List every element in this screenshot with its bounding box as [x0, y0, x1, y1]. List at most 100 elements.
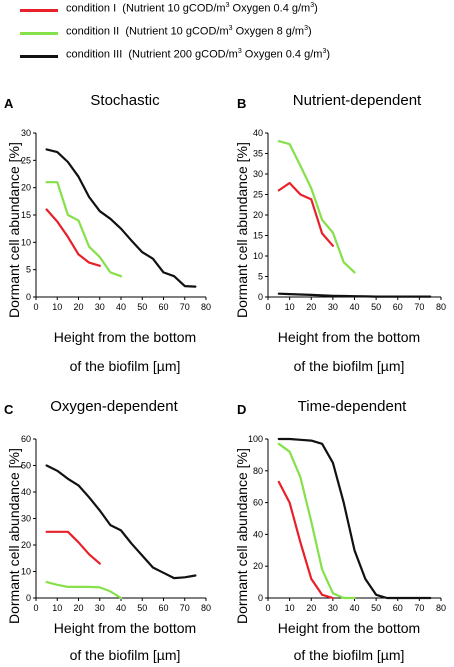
panel-letter: C	[4, 402, 14, 417]
x-tick-label: 60	[393, 603, 403, 613]
x-axis-label-c-line2: of the biofilm [µm]	[69, 647, 181, 663]
legend-detail: (Nutrient 10 gCOD/m	[125, 25, 229, 38]
y-tick-label: 0	[26, 292, 31, 302]
x-tick-label: 50	[137, 603, 147, 613]
x-tick-label: 40	[116, 302, 126, 312]
series-line-condition-ii	[45, 181, 123, 278]
x-tick-label: 30	[328, 302, 338, 312]
y-tick-label: 80	[253, 466, 263, 476]
y-tick-label: 5	[258, 272, 263, 282]
series-line-condition-ii	[277, 442, 356, 600]
x-tick-label: 40	[349, 302, 359, 312]
legend-detail: )	[326, 48, 331, 61]
x-tick-label: 50	[371, 603, 381, 613]
series-line-condition-iii	[277, 292, 432, 298]
legend-detail: Oxygen 0.4 g/m	[241, 48, 323, 61]
x-tick-label: 20	[306, 302, 316, 312]
x-tick-label: 80	[436, 302, 446, 312]
y-tick-label: 5	[26, 265, 31, 275]
x-tick-label: 40	[349, 603, 359, 613]
chart-svg: 0 5 10 15 20 25 30 0 10 20 30 40 50 60 70 80	[21, 128, 211, 312]
panel-title: Nutrient-dependent	[292, 92, 422, 109]
y-tick-label: 25	[21, 155, 31, 165]
panel-letter: B	[237, 96, 247, 111]
x-tick-label: 70	[414, 302, 424, 312]
legend-item-condition-2: condition II (Nutrient 10 gCOD/m3 Oxygen…	[20, 24, 450, 42]
legend-detail: Oxygen 0.4 g/m	[229, 2, 311, 15]
y-tick-label: 10	[21, 567, 31, 577]
legend-swatch-condition-1	[20, 9, 58, 12]
panel-title: Oxygen-dependent	[50, 398, 178, 415]
legend-detail: (Nutrient 200 gCOD/m	[128, 48, 238, 61]
x-tick-label: 80	[201, 302, 211, 312]
legend-label: condition III	[66, 48, 123, 61]
y-tick-label: 50	[21, 461, 31, 471]
y-tick-label: 60	[253, 498, 263, 508]
x-tick-label: 40	[116, 603, 126, 613]
series-line-condition-iii	[45, 148, 197, 288]
x-axis-label-d-line2: of the biofilm [µm]	[293, 647, 405, 663]
y-axis-label-b: Dormant cell abundance [%]	[234, 142, 250, 318]
x-tick-label: 10	[52, 302, 62, 312]
y-tick-label: 0	[26, 593, 31, 603]
x-tick-label: 20	[306, 603, 316, 613]
x-tick-label: 80	[201, 603, 211, 613]
x-tick-label: 30	[95, 302, 105, 312]
series-line-condition-i	[277, 181, 335, 247]
y-tick-label: 35	[253, 149, 263, 159]
legend-label: condition I	[66, 2, 117, 15]
y-tick-label: 40	[253, 529, 263, 539]
panel-a: A Stochastic 0 5 10 15 20 25 30 0 10 20 30 40 50 60 70…	[0, 88, 227, 312]
panel-d: D Time-dependent 0 20 40 60 80 100 0 10 20 30 40 50…	[227, 393, 454, 613]
y-tick-label: 40	[21, 487, 31, 497]
x-tick-label: 10	[52, 603, 62, 613]
x-tick-label: 20	[73, 302, 83, 312]
panel-letter: A	[4, 96, 14, 111]
y-tick-label: 0	[258, 292, 263, 302]
chart-svg: 0 20 40 60 80 100 0 10 20 30 40 50 60 70 80	[248, 434, 446, 613]
x-tick-label: 60	[158, 302, 168, 312]
chart-svg: 0 10 20 30 40 50 60 0 10 20 30 40 50 60 70 80	[21, 434, 211, 613]
x-tick-label: 30	[95, 603, 105, 613]
legend-detail: )	[314, 2, 318, 15]
panel-letter: D	[237, 402, 247, 417]
series-line-condition-iii	[45, 464, 197, 580]
y-tick-label: 15	[253, 231, 263, 241]
legend-detail: )	[308, 25, 312, 38]
x-tick-label: 50	[137, 302, 147, 312]
x-axis-label-a-line1: Height from the bottom	[53, 329, 197, 345]
x-axis-label-b-line2: of the biofilm [µm]	[293, 358, 405, 374]
panel-c: C Oxygen-dependent 0 10 20 30 40 50 60 0 10 20 30 4…	[0, 393, 227, 613]
legend-item-condition-3: condition III (Nutrient 200 gCOD/m3 Oxyg…	[20, 47, 450, 65]
y-tick-label: 20	[21, 183, 31, 193]
x-tick-label: 70	[180, 603, 190, 613]
chart-svg: 0 5 10 15 20 25 30 35 40 0 10 20 30 40 50 60 70 80	[253, 128, 446, 312]
legend-swatch-condition-3	[20, 55, 58, 58]
x-tick-label: 70	[180, 302, 190, 312]
x-tick-label: 0	[33, 603, 38, 613]
y-axis-label-c: Dormant cell abundance [%]	[6, 448, 22, 624]
series-line-condition-i	[45, 208, 101, 267]
x-tick-label: 30	[328, 603, 338, 613]
series-line-condition-ii	[45, 581, 123, 600]
y-tick-label: 25	[253, 190, 263, 200]
x-tick-label: 20	[73, 603, 83, 613]
y-tick-label: 20	[21, 540, 31, 550]
x-tick-label: 0	[33, 302, 38, 312]
legend-item-condition-1: condition I (Nutrient 10 gCOD/m3 Oxygen …	[20, 1, 450, 19]
y-tick-label: 10	[253, 251, 263, 261]
legend-detail: (Nutrient 10 gCOD/m	[122, 2, 226, 15]
y-tick-label: 20	[253, 210, 263, 220]
x-tick-label: 0	[265, 302, 270, 312]
panel-title: Stochastic	[90, 92, 160, 109]
y-tick-label: 20	[253, 561, 263, 571]
series-line-condition-i	[45, 530, 101, 565]
panel-title: Time-dependent	[297, 398, 407, 415]
series-line-condition-i	[277, 480, 335, 600]
y-tick-label: 30	[21, 514, 31, 524]
x-tick-label: 10	[285, 302, 295, 312]
y-tick-label: 60	[21, 434, 31, 444]
y-tick-label: 0	[258, 593, 263, 603]
x-tick-label: 0	[265, 603, 270, 613]
x-tick-label: 50	[371, 302, 381, 312]
